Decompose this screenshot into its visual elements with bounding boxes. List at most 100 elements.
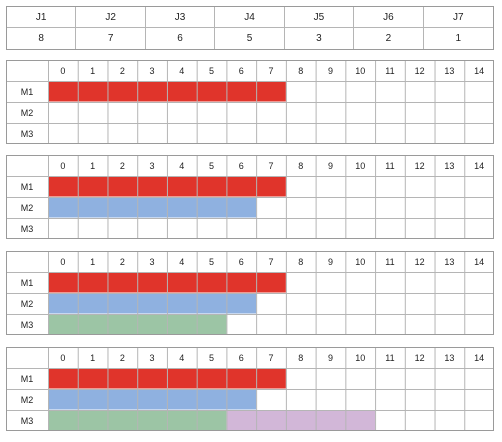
machine-label: M1 <box>21 87 34 97</box>
time-tick-label: 13 <box>444 161 454 171</box>
gantt-chart-step-1: 0 1 2 3 4 5 6 7 8 9 10 11 12 13 14 M1 M2 M3 <box>6 60 494 144</box>
time-tick-label: 5 <box>209 66 214 76</box>
time-tick-label: 4 <box>179 161 184 171</box>
job-label: J3 <box>145 7 216 28</box>
time-tick-label: 3 <box>150 257 155 267</box>
time-tick-label: 7 <box>268 161 273 171</box>
machine-label: M3 <box>21 224 34 234</box>
job-duration: 5 <box>215 28 285 49</box>
time-tick-label: 9 <box>328 66 333 76</box>
gantt-bar-j4 <box>226 410 376 431</box>
job-label: J1 <box>7 7 77 28</box>
time-tick-label: 2 <box>120 66 125 76</box>
job-label: J5 <box>284 7 355 28</box>
machine-label: M2 <box>21 395 34 405</box>
time-tick-label: 9 <box>328 257 333 267</box>
job-duration: 2 <box>354 28 424 49</box>
gantt-chart-step-4: 0 1 2 3 4 5 6 7 8 9 10 11 12 13 14 M1 M2 M3 <box>6 347 494 431</box>
chart-border <box>6 60 494 144</box>
time-tick-label: 0 <box>60 161 65 171</box>
time-tick-label: 7 <box>268 66 273 76</box>
time-tick-label: 11 <box>385 66 394 76</box>
job-label: J6 <box>354 7 424 28</box>
time-tick-label: 6 <box>239 66 244 76</box>
time-tick-label: 3 <box>150 66 155 76</box>
time-tick-label: 13 <box>444 257 454 267</box>
machine-label: M2 <box>21 203 34 213</box>
job-duration: 6 <box>146 28 216 49</box>
time-tick-label: 3 <box>150 353 155 363</box>
time-tick-label: 1 <box>90 161 95 171</box>
time-tick-label: 6 <box>239 161 244 171</box>
time-tick-label: 9 <box>328 161 333 171</box>
time-tick-label: 14 <box>474 257 484 267</box>
time-tick-label: 6 <box>239 257 244 267</box>
time-tick-label: 8 <box>298 66 303 76</box>
machine-label: M1 <box>21 182 34 192</box>
time-tick-label: 13 <box>444 353 454 363</box>
time-tick-label: 0 <box>60 66 65 76</box>
time-tick-label: 11 <box>385 353 394 363</box>
job-duration: 3 <box>285 28 355 49</box>
job-label: J2 <box>76 7 146 28</box>
job-duration: 7 <box>76 28 146 49</box>
time-tick-label: 6 <box>239 353 244 363</box>
gantt-chart-step-2: 0 1 2 3 4 5 6 7 8 9 10 11 12 13 14 M1 M2 M3 <box>6 155 494 239</box>
machine-label: M2 <box>21 108 34 118</box>
machine-label: M3 <box>21 416 34 426</box>
time-tick-label: 8 <box>298 257 303 267</box>
chart-border <box>6 347 494 431</box>
job-duration: 1 <box>455 33 462 44</box>
time-tick-label: 12 <box>415 161 425 171</box>
time-tick-label: 1 <box>90 257 95 267</box>
machine-label: M2 <box>21 299 34 309</box>
job-label: J7 <box>423 7 493 28</box>
job-duration: 8 <box>7 28 77 49</box>
time-tick-label: 0 <box>60 257 65 267</box>
time-tick-label: 2 <box>120 257 125 267</box>
time-tick-label: 10 <box>355 66 365 76</box>
gantt-bar-j2 <box>48 293 257 314</box>
time-tick-label: 0 <box>60 353 65 363</box>
machine-label: M3 <box>21 320 34 330</box>
time-tick-label: 14 <box>474 353 484 363</box>
time-tick-label: 8 <box>298 353 303 363</box>
time-tick-label: 4 <box>179 66 184 76</box>
time-tick-label: 7 <box>268 353 273 363</box>
time-tick-label: 10 <box>355 353 365 363</box>
machine-label: M1 <box>21 374 34 384</box>
time-tick-label: 5 <box>209 161 214 171</box>
time-tick-label: 5 <box>209 353 214 363</box>
time-tick-label: 12 <box>415 353 425 363</box>
time-tick-label: 4 <box>179 353 184 363</box>
time-tick-label: 4 <box>179 257 184 267</box>
time-tick-label: 13 <box>444 66 454 76</box>
job-label: J4 <box>215 7 285 28</box>
time-tick-label: 11 <box>385 161 394 171</box>
time-tick-label: 12 <box>415 66 425 76</box>
machine-label: M1 <box>21 278 34 288</box>
chart-border <box>6 155 494 239</box>
time-tick-label: 14 <box>474 66 484 76</box>
time-tick-label: 9 <box>328 353 333 363</box>
time-tick-label: 11 <box>385 257 394 267</box>
time-tick-label: 10 <box>355 257 365 267</box>
jobs-table: J1 J2 J3 J4 J5 J6 J7 8 7 6 5 3 2 1 <box>6 6 494 50</box>
time-tick-label: 1 <box>90 353 95 363</box>
machine-label: M3 <box>21 129 34 139</box>
time-tick-label: 1 <box>90 66 95 76</box>
time-tick-label: 5 <box>209 257 214 267</box>
time-tick-label: 10 <box>355 161 365 171</box>
time-tick-label: 7 <box>268 257 273 267</box>
chart-border <box>6 251 494 335</box>
time-tick-label: 8 <box>298 161 303 171</box>
gantt-bar-j2 <box>48 389 257 410</box>
time-tick-label: 3 <box>150 161 155 171</box>
gantt-chart-step-3: 0 1 2 3 4 5 6 7 8 9 10 11 12 13 14 M1 M2 M3 <box>6 251 494 335</box>
gantt-bar-j2 <box>48 197 257 218</box>
time-tick-label: 12 <box>415 257 425 267</box>
